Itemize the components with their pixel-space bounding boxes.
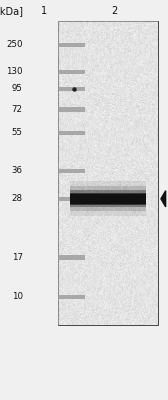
- Bar: [58, 86, 85, 91]
- Bar: [58, 294, 85, 299]
- Bar: [58, 197, 85, 201]
- Text: 36: 36: [12, 166, 23, 175]
- Bar: [70, 190, 146, 207]
- Bar: [58, 256, 85, 260]
- Text: 250: 250: [6, 40, 23, 49]
- Text: 28: 28: [12, 194, 23, 203]
- Bar: [58, 21, 158, 325]
- Text: 95: 95: [12, 84, 23, 93]
- Polygon shape: [161, 191, 166, 207]
- Bar: [58, 130, 85, 135]
- Text: 2: 2: [111, 6, 117, 16]
- Text: 72: 72: [12, 105, 23, 114]
- Bar: [70, 194, 146, 204]
- Bar: [70, 186, 146, 211]
- Bar: [58, 43, 85, 47]
- Bar: [58, 108, 85, 112]
- Bar: [70, 192, 146, 205]
- Bar: [70, 181, 146, 216]
- Text: 55: 55: [12, 128, 23, 137]
- Text: 10: 10: [12, 292, 23, 301]
- Text: 1: 1: [41, 6, 47, 16]
- Text: 17: 17: [12, 253, 23, 262]
- Text: 130: 130: [6, 68, 23, 76]
- Bar: [58, 70, 85, 74]
- Text: [kDa]: [kDa]: [0, 6, 23, 16]
- Bar: [58, 169, 85, 173]
